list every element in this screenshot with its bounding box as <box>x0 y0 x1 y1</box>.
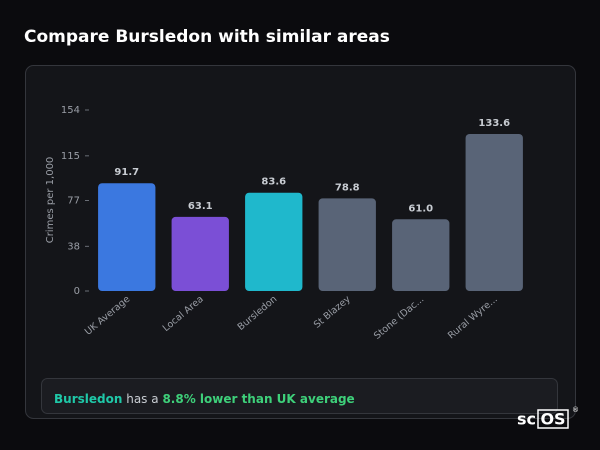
value-label: 61.0 <box>408 203 433 214</box>
value-label: 63.1 <box>188 201 213 212</box>
summary-middle: has a <box>126 392 158 406</box>
bar <box>245 192 303 291</box>
bar <box>318 198 376 291</box>
bar <box>171 216 229 291</box>
value-label: 83.6 <box>261 177 286 188</box>
y-tick-label: 154 <box>61 105 80 116</box>
bar <box>392 219 450 291</box>
value-label: 133.6 <box>478 118 510 129</box>
y-tick-label: 77 <box>67 196 80 207</box>
summary-area: Bursledon <box>54 392 122 406</box>
y-tick-label: 0 <box>74 286 80 297</box>
summary-text: Bursledon has a 8.8% lower than UK avera… <box>54 392 355 406</box>
y-tick-label: 115 <box>61 151 80 162</box>
bar <box>98 183 156 291</box>
logo-text: sc <box>517 410 536 429</box>
summary-highlight: 8.8% lower than UK average <box>162 392 354 406</box>
logo-mark: ® <box>572 406 579 414</box>
logo-box <box>537 409 569 429</box>
bar <box>465 133 523 291</box>
summary-box <box>41 378 558 414</box>
y-axis-label: Crimes per 1,000 <box>45 157 56 244</box>
value-label: 91.7 <box>114 167 139 178</box>
value-label: 78.8 <box>335 182 360 193</box>
logo-boxed: OS <box>540 410 565 429</box>
page-title: Compare Bursledon with similar areas <box>24 27 390 47</box>
y-tick-label: 38 <box>67 241 80 252</box>
